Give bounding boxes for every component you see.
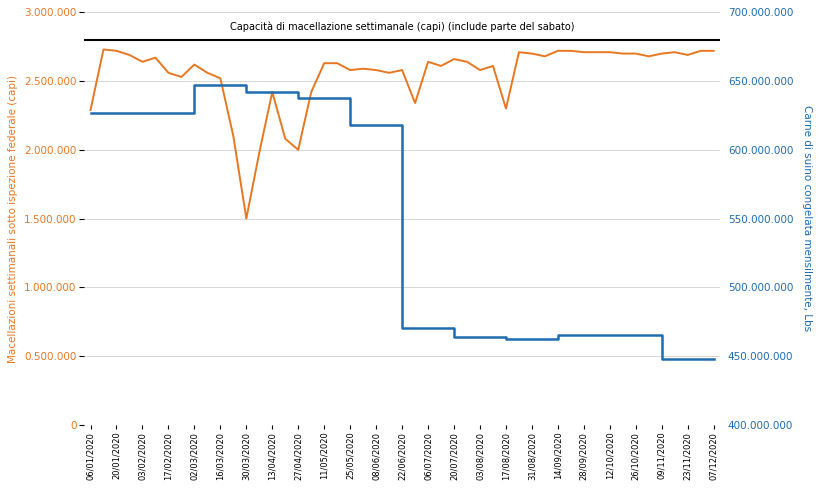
Y-axis label: Macellazioni settimanali sotto ispezione federale (capi): Macellazioni settimanali sotto ispezione… (8, 75, 18, 363)
Text: Capacità di macellazione settimanale (capi) (include parte del sabato): Capacità di macellazione settimanale (ca… (229, 22, 573, 32)
Y-axis label: Carne di suino congelata mensilmente, Lbs: Carne di suino congelata mensilmente, Lb… (801, 105, 811, 331)
